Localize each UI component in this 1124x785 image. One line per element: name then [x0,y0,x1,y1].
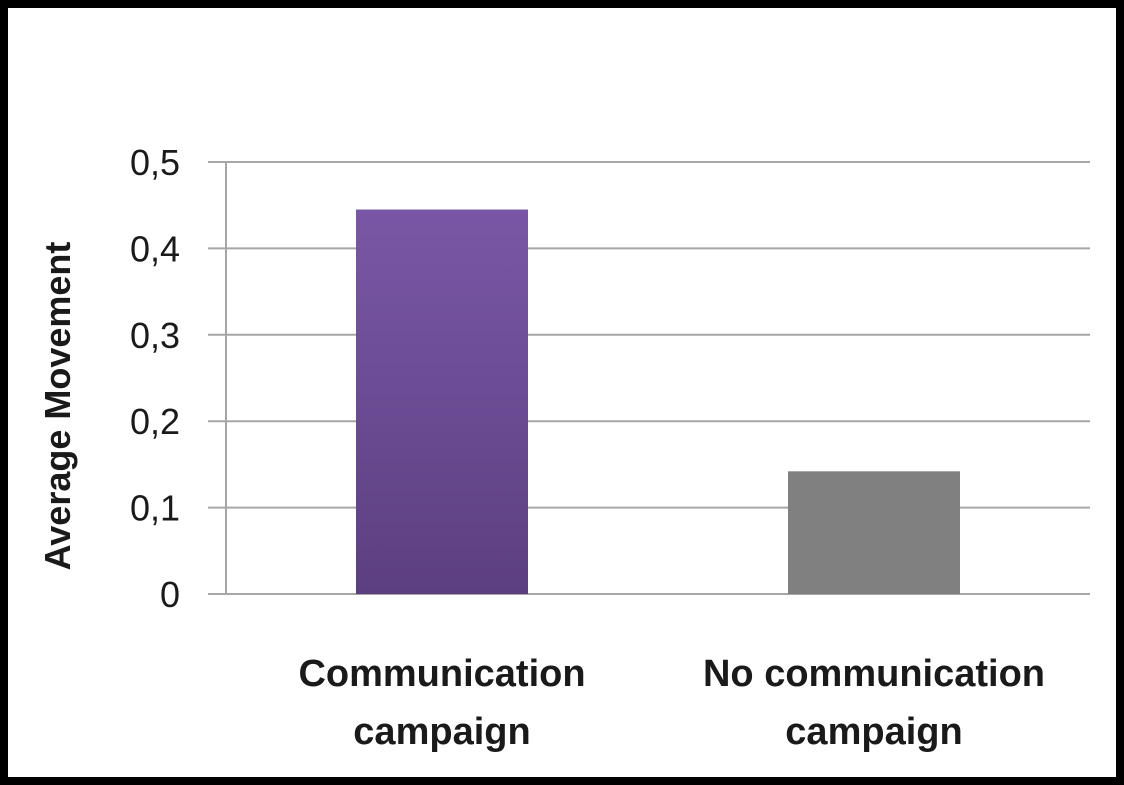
y-tick-label: 0,4 [130,228,180,269]
x-category-label: No communication campaign [703,653,1045,753]
gridlines [208,161,1090,595]
x-category-label-line: Communication [298,653,585,695]
y-tick-label: 0,2 [130,401,180,442]
y-tick-labels: 0 0,1 0,2 0,3 0,4 0,5 [130,142,180,615]
x-category-label-line: campaign [785,711,962,753]
chart-frame [8,8,1116,777]
y-tick-label: 0,5 [130,142,180,183]
bar [356,209,528,594]
x-category-labels: Communication campaign No communication cam… [298,653,1045,753]
bars [356,209,960,594]
y-tick-label: 0,1 [130,488,180,529]
y-axis-title: Average Movement [37,242,78,571]
x-category-label-line: No communication [703,653,1045,695]
bar [788,471,960,594]
x-category-label-line: campaign [353,711,530,753]
y-tick-label: 0,3 [130,315,180,356]
y-tick-label: 0 [160,574,180,615]
x-category-label: Communication campaign [298,653,585,753]
